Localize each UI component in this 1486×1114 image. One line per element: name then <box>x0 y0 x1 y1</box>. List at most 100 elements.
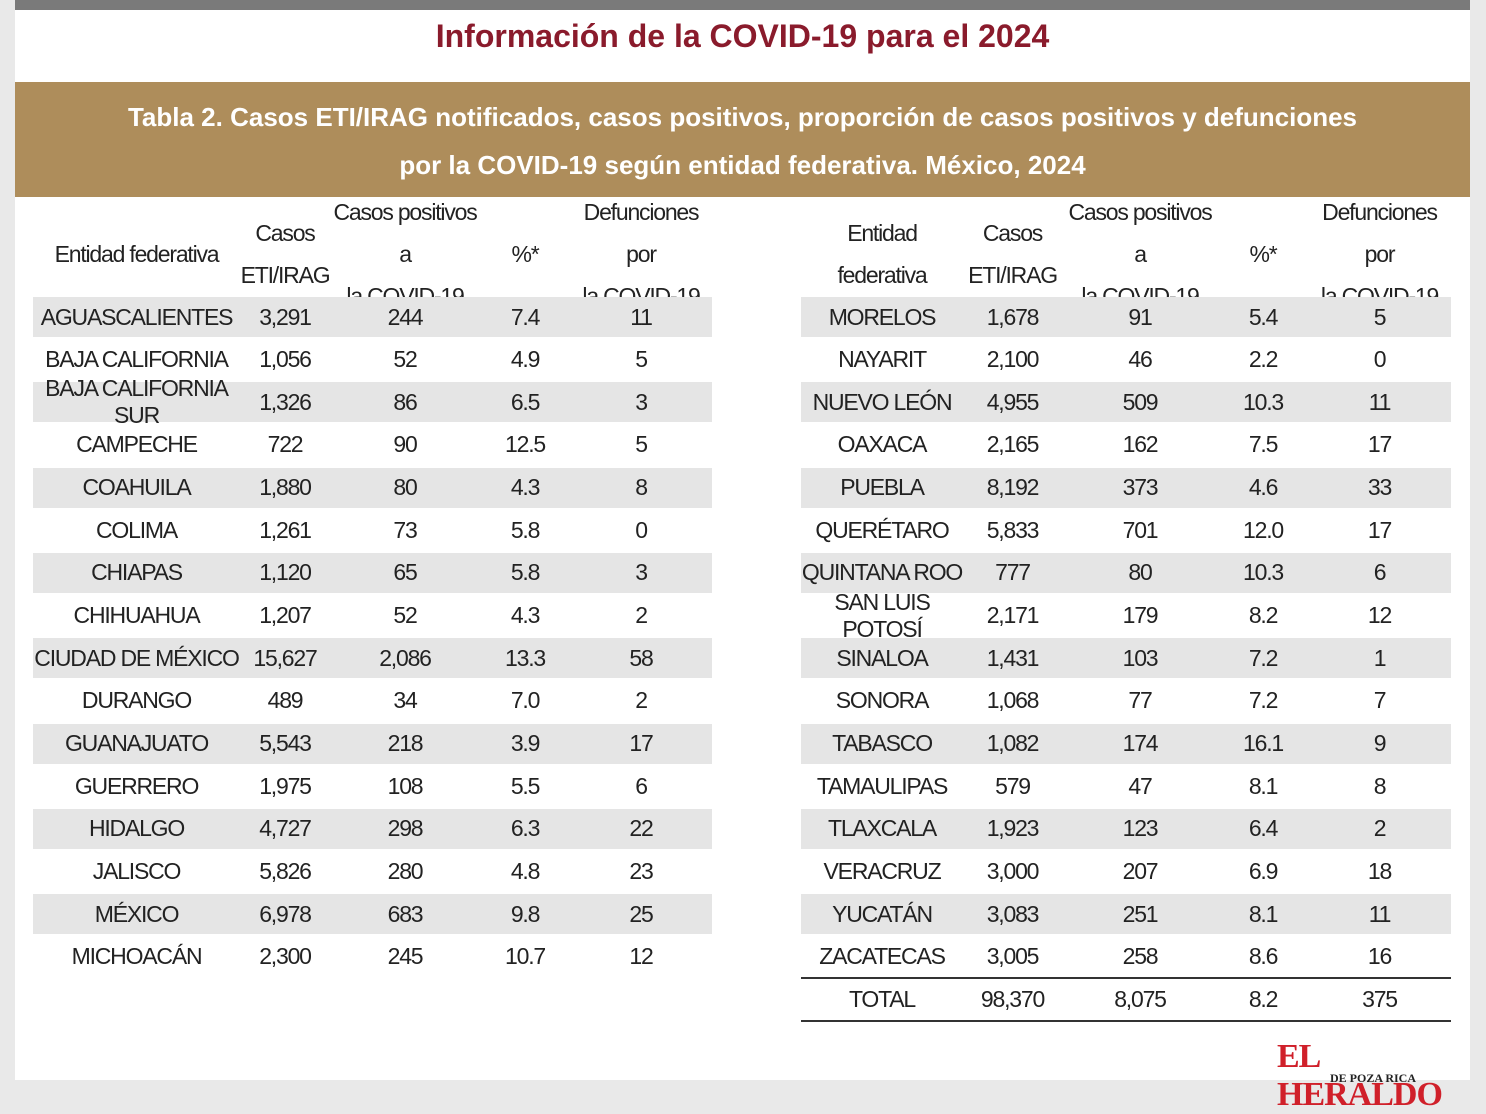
total-bottom-rule <box>801 1020 1451 1023</box>
row-cell: 5,826 <box>259 857 312 884</box>
row-cell: 91 <box>1128 303 1152 330</box>
row-cell: 5.8 <box>510 559 541 586</box>
row-cell: QUERÉTARO <box>815 516 949 543</box>
column-header: Casos ETI/IRAG <box>240 212 331 296</box>
header-text: %* <box>1249 241 1277 267</box>
row-cell: 12 <box>1367 602 1392 629</box>
column-header: %* <box>1218 212 1308 296</box>
header-text: ETI/IRAG <box>240 262 331 288</box>
row-cell: 179 <box>1122 602 1159 629</box>
header-text: Casos <box>982 220 1043 246</box>
row-cell: 103 <box>1122 644 1159 671</box>
row-cell: 12.5 <box>505 431 546 458</box>
row-cell: 6 <box>1373 559 1387 586</box>
top-bar <box>15 0 1470 10</box>
row-cell: 174 <box>1122 730 1159 756</box>
row-cell: 4.9 <box>510 346 541 373</box>
row-cell: 3,291 <box>259 303 312 330</box>
row-cell: TABASCO <box>832 730 933 756</box>
row-stripe <box>801 552 1451 593</box>
row-cell: 298 <box>387 815 424 842</box>
row-cell: 7.4 <box>510 303 541 330</box>
row-cell: 17 <box>1367 516 1392 543</box>
row-cell: 6.9 <box>1248 857 1279 884</box>
row-cell: 0 <box>1373 346 1387 373</box>
column-header: %* <box>480 212 570 296</box>
row-cell: 2,300 <box>259 943 312 970</box>
row-cell: MORELOS <box>828 303 937 330</box>
row-cell: 9 <box>1373 730 1387 756</box>
row-cell: 8.6 <box>1248 943 1279 970</box>
row-cell: 6.3 <box>510 815 541 842</box>
row-cell: 8 <box>1373 772 1387 799</box>
row-stripe <box>33 297 712 337</box>
row-cell: 12 <box>629 943 653 970</box>
row-cell: 11 <box>1368 388 1392 415</box>
row-cell: 1,082 <box>986 730 1040 756</box>
column-header: Defunciones por la COVID-19 <box>1308 199 1451 309</box>
row-cell: 17 <box>1367 431 1392 458</box>
row-cell: AGUASCALIENTES <box>40 303 234 330</box>
row-cell: BAJA CALIFORNIA <box>45 346 229 373</box>
row-cell: PUEBLA <box>840 474 925 501</box>
row-cell: 7.5 <box>1248 431 1279 458</box>
row-cell: 2 <box>635 687 648 714</box>
row-cell: 1,326 <box>259 388 312 415</box>
row-cell: 3,000 <box>986 857 1040 884</box>
row-cell: 4.3 <box>510 602 541 629</box>
row-cell: 1,431 <box>986 644 1040 671</box>
column-header: Casos ETI/IRAG <box>963 212 1062 296</box>
row-cell: 3,083 <box>986 900 1040 927</box>
row-cell: 7 <box>1373 687 1387 714</box>
row-cell: 245 <box>387 943 424 970</box>
row-cell: NAYARIT <box>838 346 927 373</box>
total-cell: 98,370 <box>980 985 1045 1012</box>
row-cell: 218 <box>387 730 424 756</box>
sheet: Información de la COVID-19 para el 2024 … <box>15 0 1470 1113</box>
row-cell: 7.0 <box>510 687 541 714</box>
header-text: Defunciones por <box>1322 199 1438 267</box>
row-cell: 1,068 <box>986 687 1040 714</box>
row-cell: 4,727 <box>259 815 312 842</box>
row-cell: 489 <box>267 687 304 714</box>
row-cell: 1,207 <box>259 602 312 629</box>
row-stripe <box>801 723 1451 764</box>
row-cell: 17 <box>629 730 653 756</box>
row-cell: 5 <box>635 346 648 373</box>
row-cell: 4.3 <box>510 474 541 501</box>
row-cell: 123 <box>1122 815 1159 842</box>
row-cell: 701 <box>1122 516 1159 543</box>
row-cell: 1,120 <box>259 559 312 586</box>
row-cell: CHIAPAS <box>91 559 183 586</box>
row-cell: ZACATECAS <box>819 943 946 970</box>
row-cell: 16 <box>1367 943 1392 970</box>
row-cell: 5.4 <box>1248 303 1279 330</box>
row-stripe <box>801 808 1451 849</box>
row-cell: 6.4 <box>1248 815 1279 842</box>
row-cell: MÉXICO <box>94 900 180 927</box>
row-cell: HIDALGO <box>88 815 185 842</box>
row-cell: 6 <box>635 772 648 799</box>
header-text: Casos positivos a <box>1068 199 1212 267</box>
row-cell: 15,627 <box>253 644 317 671</box>
title: Información de la COVID-19 para el 2024 <box>435 18 1050 54</box>
row-cell: 258 <box>1122 943 1159 970</box>
row-cell: 13.3 <box>505 644 546 671</box>
row-cell: 7.2 <box>1248 644 1279 671</box>
row-cell: 1,056 <box>259 346 312 373</box>
row-cell: 10.3 <box>1243 559 1284 586</box>
row-cell: 108 <box>387 772 424 799</box>
banner-line: por la COVID-19 según entidad federativa… <box>399 150 1086 180</box>
row-cell: 1,880 <box>259 474 312 501</box>
row-cell: 58 <box>629 644 653 671</box>
row-cell: CIUDAD DE MÉXICO <box>34 644 240 671</box>
row-cell: 244 <box>387 303 424 330</box>
total-cell: 375 <box>1362 985 1398 1012</box>
row-cell: 777 <box>995 559 1031 586</box>
row-cell: 1,975 <box>259 772 312 799</box>
row-cell: 722 <box>267 431 304 458</box>
row-cell: 8.1 <box>1248 900 1279 927</box>
row-cell: 373 <box>1122 474 1159 501</box>
row-cell: 11 <box>630 303 653 330</box>
row-cell: 25 <box>629 900 653 927</box>
